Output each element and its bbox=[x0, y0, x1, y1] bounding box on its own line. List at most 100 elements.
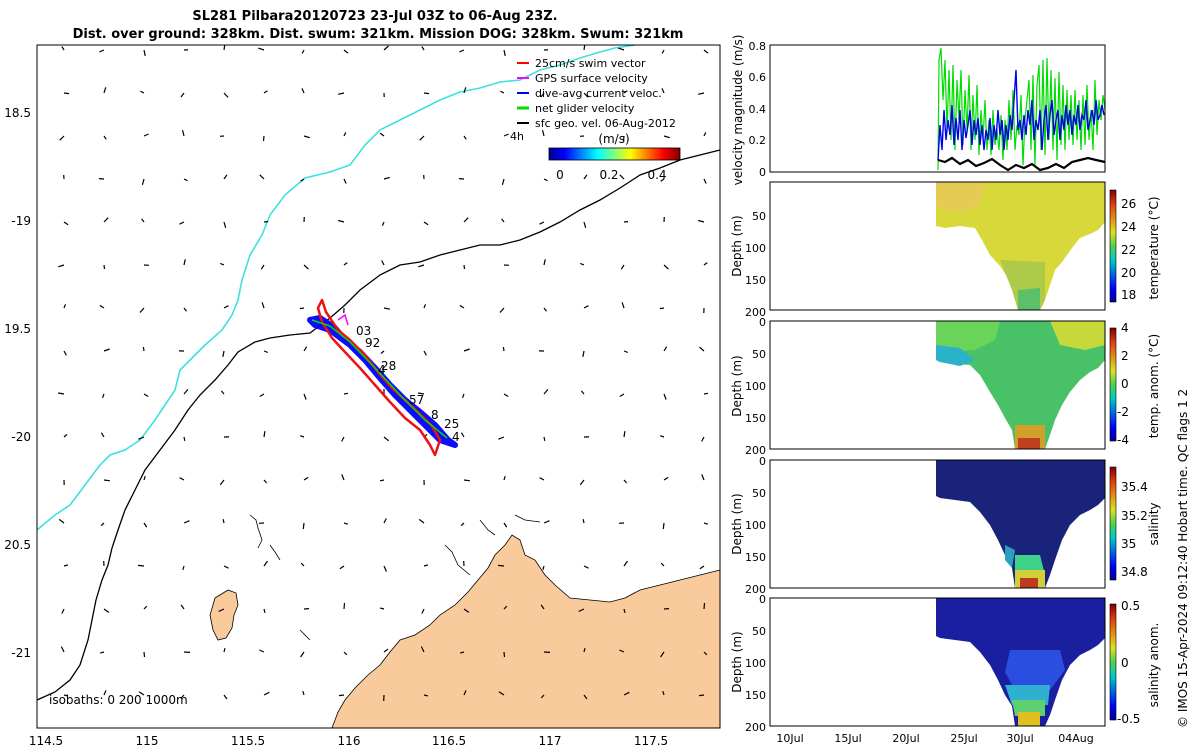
velocity-arrow bbox=[460, 651, 465, 654]
velocity-arrow bbox=[100, 651, 105, 654]
velocity-arrow bbox=[698, 219, 705, 223]
velocity-arrow bbox=[501, 178, 505, 185]
velocity-arrow bbox=[423, 350, 427, 356]
tanom-dtick-3: 150 bbox=[745, 412, 766, 425]
velocity-arrow bbox=[460, 432, 465, 438]
tanom-ctick-2: 2 bbox=[1121, 349, 1129, 363]
velocity-arrow bbox=[503, 605, 508, 610]
velocity-arrow bbox=[663, 346, 668, 352]
velocity-arrow bbox=[543, 259, 546, 266]
velocity-arrow bbox=[583, 221, 587, 228]
velocity-arrow bbox=[180, 92, 185, 98]
velocity-arrow bbox=[143, 133, 149, 137]
velocity-arrow bbox=[663, 393, 667, 400]
velocity-arrow bbox=[498, 691, 505, 696]
velocity-arrow bbox=[541, 130, 545, 137]
velocity-arrow bbox=[699, 346, 705, 352]
velocity-arrow bbox=[183, 436, 186, 442]
tanom-dtick-4: 200 bbox=[745, 444, 766, 457]
velocity-arrow bbox=[343, 132, 347, 137]
temperature-field bbox=[936, 182, 1105, 310]
velocity-arrow bbox=[303, 393, 307, 400]
velocity-arrow bbox=[703, 132, 707, 137]
salinity-colorbar bbox=[1109, 466, 1117, 581]
velocity-arrow bbox=[341, 436, 345, 442]
sanom-cbar-label: salinity anom. bbox=[1147, 623, 1161, 708]
track-label-6: 8 bbox=[431, 408, 439, 422]
velocity-arrow bbox=[379, 607, 385, 610]
velocity-arrow bbox=[223, 221, 227, 228]
velocity-arrow bbox=[103, 479, 110, 482]
temp-dtick-3: 150 bbox=[745, 274, 766, 287]
velocity-arrow bbox=[503, 49, 506, 57]
velocity-arrow bbox=[421, 608, 425, 614]
velocity-arrow bbox=[143, 476, 146, 481]
velocity-arrow bbox=[338, 694, 345, 697]
sanom-ctick-2: 0 bbox=[1121, 656, 1129, 670]
velocity-arrow bbox=[103, 608, 110, 613]
vel-ytick-5: 0.8 bbox=[749, 40, 767, 53]
velocity-arrow bbox=[383, 436, 390, 442]
velocity-arrow bbox=[583, 174, 588, 180]
velocity-arrow bbox=[263, 691, 270, 696]
velocity-arrow bbox=[383, 176, 390, 180]
sal-ctick-3: 35 bbox=[1121, 537, 1136, 551]
velocity-arrow bbox=[223, 92, 229, 98]
velocity-arrow bbox=[383, 565, 387, 572]
velocity-arrow bbox=[381, 221, 385, 226]
velocity-arrow bbox=[582, 350, 585, 358]
velocity-arrow bbox=[103, 348, 110, 352]
velocity-arrow bbox=[660, 651, 665, 658]
vel-ytick-1: 0 bbox=[759, 166, 766, 179]
speed-colorbar bbox=[548, 147, 681, 161]
velocity-arrow bbox=[137, 564, 145, 567]
velocity-arrow bbox=[223, 565, 229, 569]
velocity-arrow bbox=[501, 218, 505, 223]
velocity-arrow bbox=[181, 130, 185, 137]
velocity-arrow bbox=[662, 522, 665, 530]
velocity-arrow bbox=[623, 350, 628, 353]
temperature-colorbar bbox=[1109, 189, 1117, 303]
sal-dtick-3: 150 bbox=[745, 551, 766, 564]
velocity-arrow bbox=[620, 264, 625, 270]
time-tick-4: 25Jul bbox=[950, 732, 977, 745]
sal-anom-panel bbox=[769, 597, 1117, 727]
tanom-dtick-0: 0 bbox=[759, 316, 766, 329]
velocity-arrow bbox=[142, 346, 145, 352]
velocity-arrow bbox=[223, 305, 229, 309]
velocity-arrow bbox=[659, 307, 665, 310]
map-y-ticks: 18.5 -19 19.5 -20 20.5 -21 bbox=[4, 106, 31, 660]
velocity-arrow bbox=[183, 259, 186, 266]
velocity-arrow bbox=[260, 264, 265, 270]
legend-net-glider: net glider velocity bbox=[535, 102, 635, 115]
velocity-arrow bbox=[663, 476, 669, 481]
velocity-arrow bbox=[623, 90, 628, 94]
velocity-arrow bbox=[300, 651, 305, 658]
velocity-arrow bbox=[583, 647, 586, 653]
temp-ctick-2: 24 bbox=[1121, 220, 1136, 234]
velocity-arrow bbox=[100, 522, 105, 527]
velocity-arrow bbox=[662, 691, 665, 696]
tanom-ctick-1: 4 bbox=[1121, 321, 1129, 335]
colorbar-tick-1: 0.2 bbox=[599, 168, 618, 182]
velocity-arrow bbox=[460, 522, 465, 527]
velocity-arrow bbox=[219, 479, 225, 486]
velocity-arrow bbox=[579, 479, 585, 486]
velocity-arrow bbox=[223, 44, 226, 51]
vel-ytick-4: 0.6 bbox=[749, 71, 767, 84]
velocity-arrow bbox=[263, 560, 268, 567]
velocity-arrow bbox=[259, 174, 265, 180]
velocity-arrow bbox=[623, 479, 628, 484]
velocity-arrow bbox=[701, 436, 705, 442]
velocity-arrow bbox=[343, 49, 349, 54]
velocity-arrow bbox=[503, 522, 508, 528]
velocity-arrow bbox=[622, 135, 625, 142]
track-label-5: 57 bbox=[409, 393, 424, 407]
velocity-arrow bbox=[703, 602, 706, 610]
velocity-arrow bbox=[63, 92, 70, 95]
velocity-arrow bbox=[698, 694, 705, 697]
sal-ctick-2: 35.2 bbox=[1121, 509, 1148, 523]
velocity-arrow bbox=[703, 522, 708, 525]
colorbar-tick-2: 0.4 bbox=[647, 168, 666, 182]
